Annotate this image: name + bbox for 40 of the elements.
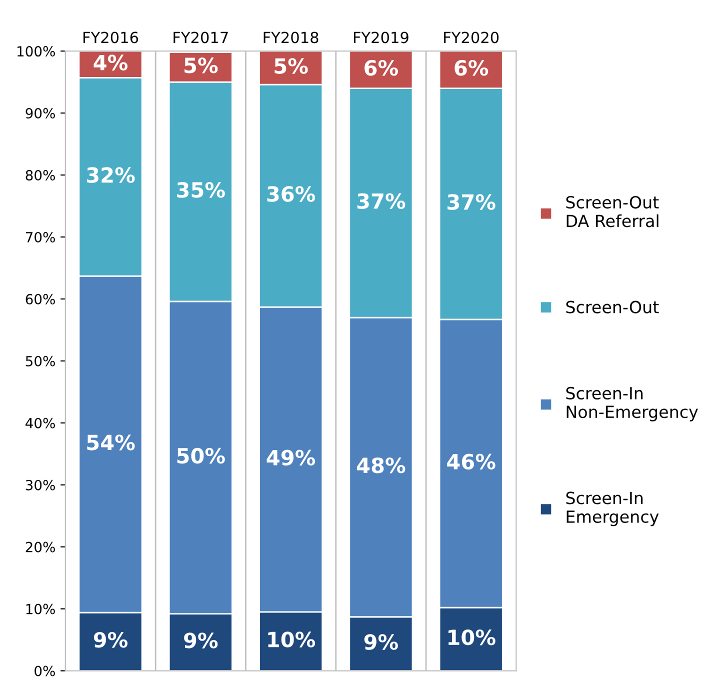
x-tick-label: FY2018 bbox=[264, 32, 318, 44]
data-label: 37% bbox=[448, 194, 496, 210]
x-tick-label: FY2019 bbox=[354, 32, 408, 44]
data-label: 6% bbox=[454, 60, 488, 76]
data-label: 10% bbox=[448, 629, 496, 646]
y-tick-label: 50% bbox=[26, 356, 55, 366]
data-label: 49% bbox=[266, 450, 316, 466]
x-tick-label: FY2016 bbox=[84, 32, 138, 44]
legend-label: Screen-In Non-Emergency bbox=[566, 386, 698, 422]
y-tick-label: 80% bbox=[26, 170, 55, 180]
data-label: 35% bbox=[177, 182, 225, 198]
data-label: 32% bbox=[86, 167, 135, 183]
y-tick-label: 90% bbox=[26, 108, 55, 119]
y-tick-label: 20% bbox=[26, 542, 55, 552]
x-tick-label: FY2017 bbox=[174, 32, 228, 44]
data-label: 6% bbox=[364, 60, 398, 76]
y-tick-label: 60% bbox=[26, 294, 55, 304]
data-label: 46% bbox=[447, 454, 496, 470]
data-label: 36% bbox=[267, 186, 316, 202]
data-label: 9% bbox=[94, 632, 128, 648]
data-label: 5% bbox=[184, 57, 218, 74]
data-label: 50% bbox=[177, 448, 225, 464]
data-label: 9% bbox=[364, 634, 398, 650]
data-label: 4% bbox=[94, 54, 128, 70]
y-tick-label: 10% bbox=[26, 604, 55, 614]
data-label: 9% bbox=[184, 632, 218, 648]
legend-label: Screen-Out DA Referral bbox=[566, 196, 659, 228]
data-label: 10% bbox=[268, 632, 316, 648]
data-label: 37% bbox=[357, 193, 406, 209]
data-label: 48% bbox=[356, 457, 406, 474]
data-label: 54% bbox=[87, 434, 135, 450]
y-tick-label: 100% bbox=[18, 46, 55, 57]
x-tick-label: FY2020 bbox=[444, 32, 499, 44]
y-tick-label: 70% bbox=[26, 232, 55, 242]
legend-label: Screen-Out bbox=[566, 300, 659, 314]
legend-label: Screen-In Emergency bbox=[566, 492, 659, 526]
data-label: 5% bbox=[274, 58, 308, 74]
y-tick-label: 40% bbox=[26, 418, 55, 428]
y-tick-label: 30% bbox=[26, 480, 55, 490]
y-tick-label: 0% bbox=[34, 666, 55, 676]
